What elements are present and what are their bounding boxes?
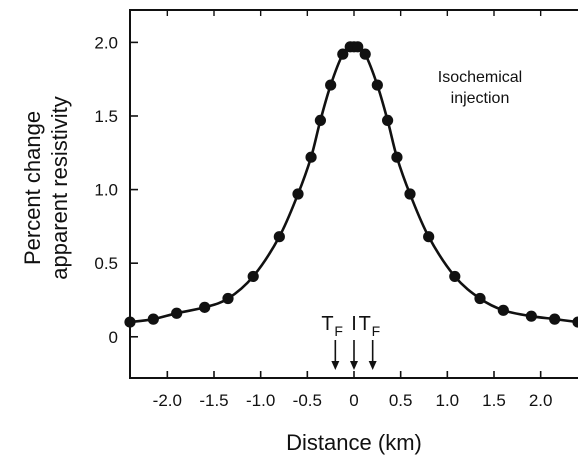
data-point — [497, 304, 509, 316]
data-point — [549, 313, 561, 325]
annotation-line: Isochemical — [438, 69, 522, 86]
marker-label: T — [359, 313, 371, 335]
x-tick-label: -1.0 — [246, 391, 275, 410]
data-point — [449, 270, 461, 283]
data-point — [423, 231, 435, 243]
x-axis-title: Distance (km) — [286, 430, 422, 455]
y-tick-label: 0 — [109, 328, 118, 347]
x-tick-label: 1.0 — [436, 391, 460, 410]
data-point — [325, 79, 337, 91]
y-tick-label: 1.0 — [94, 181, 118, 200]
data-point — [572, 316, 578, 328]
y-axis-title: Percent change apparent resistivity — [20, 96, 72, 279]
y-tick-label: 0.5 — [94, 254, 118, 273]
marker-label: I — [351, 313, 357, 335]
annotation-line: injection — [451, 90, 510, 107]
data-point — [474, 292, 486, 305]
data-point — [525, 310, 537, 322]
y-tick-label: 2.0 — [94, 33, 118, 52]
marker-subscript: F — [334, 323, 343, 339]
data-point — [247, 270, 259, 283]
marker-subscript: F — [372, 323, 381, 339]
data-point — [382, 114, 394, 126]
data-point — [404, 188, 416, 200]
marker-arrow-head — [331, 361, 340, 370]
data-point — [147, 313, 159, 325]
x-tick-label: 0.5 — [389, 391, 413, 410]
marker-arrow-head — [368, 361, 377, 370]
data-point — [359, 48, 371, 60]
data-point — [371, 79, 383, 91]
data-point — [199, 301, 211, 313]
data-point — [314, 114, 326, 126]
series-line — [129, 44, 578, 324]
x-tick-label: -1.5 — [199, 391, 228, 410]
marker-arrow-head — [350, 361, 358, 370]
data-point — [352, 41, 364, 53]
data-point — [171, 307, 183, 319]
x-tick-label: 1.5 — [482, 391, 506, 410]
data-point — [222, 292, 234, 305]
x-tick-label: 2.0 — [529, 391, 553, 410]
marker-label: T — [321, 313, 333, 335]
data-point — [273, 231, 285, 243]
y-axis-title-line: Percent change — [20, 111, 45, 265]
y-tick-label: 1.5 — [94, 107, 118, 126]
y-axis-title-line: apparent resistivity — [47, 96, 72, 279]
x-tick-label: 0 — [349, 391, 358, 410]
data-point — [337, 48, 349, 60]
data-point — [292, 188, 304, 200]
x-tick-label: -0.5 — [293, 391, 322, 410]
data-point — [305, 151, 317, 163]
x-tick-label: -2.0 — [153, 391, 182, 410]
data-point — [124, 316, 136, 328]
data-point — [391, 151, 403, 163]
